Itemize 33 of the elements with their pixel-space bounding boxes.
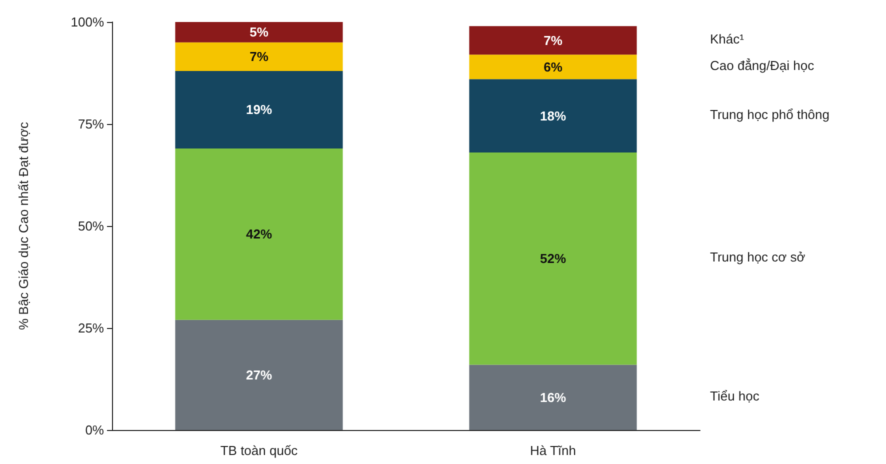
bar: [175, 70, 343, 148]
bar: [469, 152, 637, 365]
y-tick-label: 100%: [70, 14, 104, 30]
data-label: 7%: [250, 49, 269, 64]
bar: [175, 42, 343, 71]
data-label: 5%: [250, 24, 269, 40]
y-axis-title: % Bậc Giáo dục Cao nhất Đạt được: [16, 122, 31, 330]
text: Cao đẳng/Đại học: [710, 58, 815, 73]
y-tick-label: 0%: [85, 422, 104, 438]
data-label: 6%: [544, 59, 563, 74]
y-tick-label: 75%: [78, 116, 104, 132]
data-label: 52%: [540, 251, 566, 266]
data-label: 19%: [246, 102, 272, 118]
bar: [469, 364, 637, 430]
bar: [175, 22, 343, 42]
bar: [469, 54, 637, 80]
text: Tiểu học: [710, 388, 760, 404]
data-label: 27%: [246, 367, 272, 382]
text: Trung học cơ sở: [710, 250, 806, 265]
text: Khác¹: [710, 31, 745, 46]
data-label: 42%: [246, 226, 272, 242]
x-tick-label: Hà Tĩnh: [530, 443, 576, 458]
bar: [469, 26, 637, 55]
y-tick-label: 50%: [78, 218, 104, 234]
x-tick-label: TB toàn quốc: [220, 443, 298, 458]
text: Trung học phổ thông: [710, 106, 830, 122]
data-label: 7%: [544, 32, 563, 48]
y-tick-label: 25%: [78, 320, 104, 336]
data-label: 16%: [540, 390, 566, 405]
bar: [175, 320, 343, 430]
bar: [175, 148, 343, 320]
data-label: 18%: [540, 108, 566, 124]
bar: [469, 79, 637, 153]
